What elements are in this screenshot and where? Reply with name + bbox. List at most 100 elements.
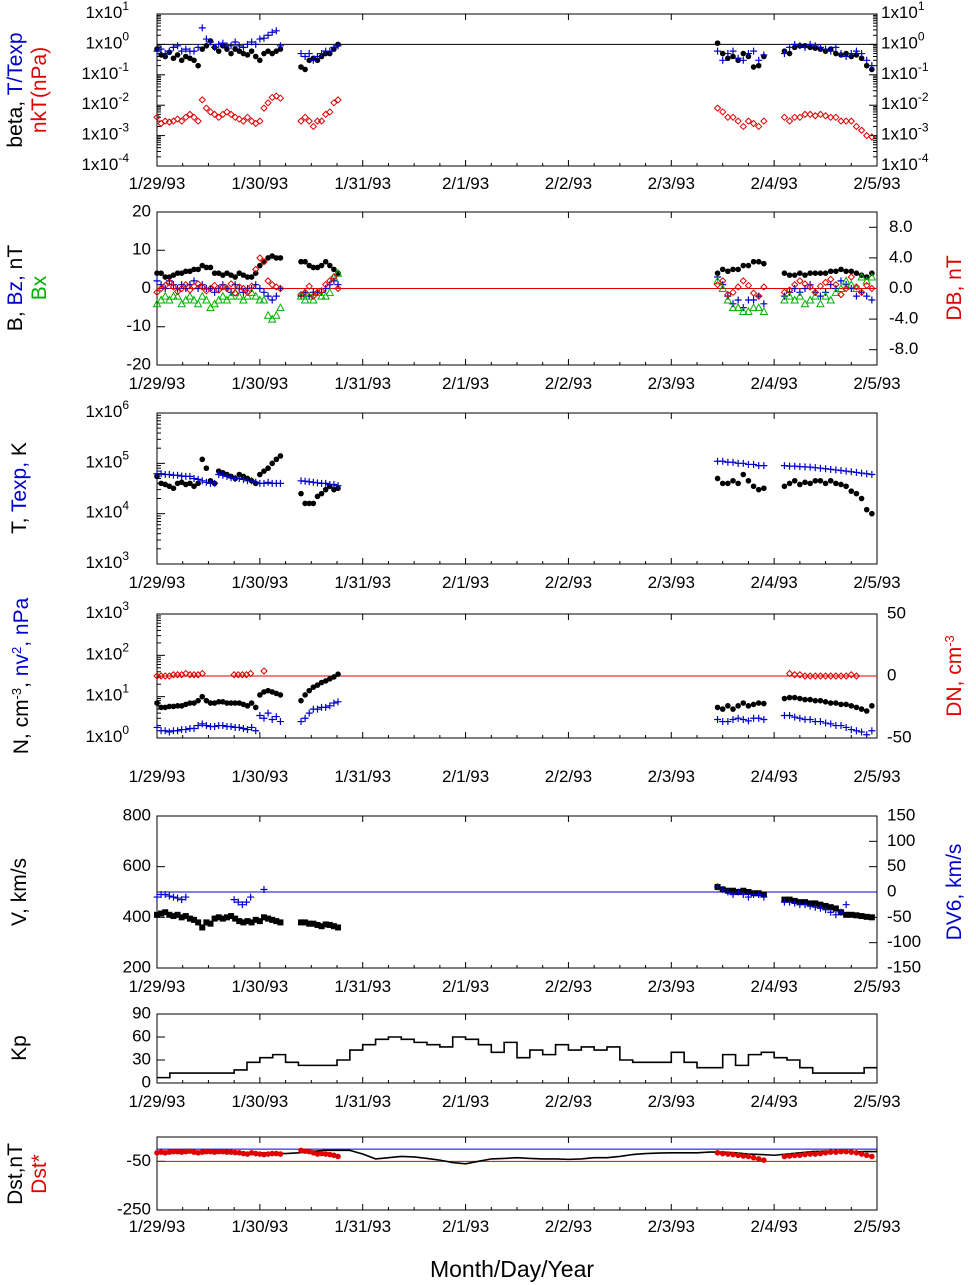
db-point bbox=[272, 283, 281, 291]
dv6-point bbox=[816, 904, 824, 912]
dn-point bbox=[791, 671, 799, 679]
kp-line bbox=[157, 1036, 877, 1079]
t-texp-point bbox=[235, 42, 243, 50]
db-point bbox=[713, 280, 722, 289]
t-texp-point bbox=[791, 40, 799, 48]
v-point bbox=[178, 914, 185, 921]
beta-point bbox=[833, 50, 839, 57]
tick-exponent: 1 bbox=[122, 682, 129, 696]
bx-point bbox=[728, 303, 738, 312]
b-point bbox=[822, 270, 829, 277]
nkt-npa-point bbox=[190, 113, 198, 122]
dv6-point bbox=[791, 899, 799, 907]
b-point bbox=[191, 266, 197, 273]
bx-point bbox=[193, 299, 203, 308]
bfield-right-ticks: 8.0 4.0 0.0 -4.0 -8.0 bbox=[869, 217, 918, 358]
v-point bbox=[199, 924, 206, 931]
bx-point bbox=[857, 272, 866, 281]
nv-point bbox=[322, 703, 330, 711]
n-point bbox=[277, 692, 284, 698]
b-point bbox=[735, 266, 741, 273]
b-point bbox=[740, 262, 747, 269]
bz-point bbox=[264, 292, 272, 300]
t-texp-point bbox=[729, 47, 737, 55]
nv-point bbox=[256, 712, 264, 720]
nkt-npa-point bbox=[256, 117, 264, 125]
t-texp-point bbox=[305, 50, 313, 58]
nv-point bbox=[276, 718, 284, 726]
y-tick-label: 1x101 bbox=[85, 0, 129, 22]
nkt-npa-point bbox=[821, 112, 830, 120]
t-texp-point bbox=[842, 52, 850, 60]
n-point bbox=[244, 703, 251, 709]
texp-point bbox=[863, 470, 871, 478]
y-tick-label: 200 bbox=[123, 957, 151, 976]
n-point bbox=[187, 700, 193, 706]
beta-point bbox=[215, 48, 222, 54]
label-part: nkT(nPa) bbox=[28, 47, 51, 133]
nkt-npa-point bbox=[194, 117, 202, 125]
x-tick-label: 2/1/93 bbox=[442, 374, 489, 393]
t-texp-point bbox=[816, 43, 824, 51]
nkt-npa-point bbox=[857, 126, 866, 134]
x-tick-label: 2/1/93 bbox=[442, 174, 489, 193]
nv-point bbox=[806, 716, 814, 724]
t-point bbox=[277, 453, 284, 459]
x-tick-label: 1/31/93 bbox=[334, 767, 391, 786]
texp-point bbox=[165, 471, 173, 478]
beta-ylabel-2: nkT(nPa) bbox=[28, 47, 51, 133]
dn-point bbox=[260, 667, 268, 675]
bx-point bbox=[826, 295, 836, 304]
n-point bbox=[232, 700, 238, 706]
db-point bbox=[206, 284, 215, 293]
v-point bbox=[219, 915, 226, 922]
label-part: N, cm bbox=[10, 699, 33, 754]
t-point bbox=[740, 471, 747, 478]
dst-point bbox=[827, 1149, 834, 1155]
db-point bbox=[852, 283, 861, 291]
t-texp-point bbox=[297, 50, 305, 58]
n-point bbox=[797, 695, 803, 702]
x-tick-label: 1/30/93 bbox=[231, 174, 288, 193]
tick-exponent: 0 bbox=[918, 30, 925, 44]
nkt-npa-point bbox=[247, 117, 256, 125]
nkt-npa-point bbox=[330, 99, 338, 107]
y-tick-label: 1x102 bbox=[85, 641, 129, 664]
b-point bbox=[781, 270, 788, 277]
y-tick-label: 100 bbox=[887, 831, 915, 850]
nkt-npa-point bbox=[231, 113, 239, 122]
nv-point bbox=[786, 712, 794, 720]
beta-point bbox=[863, 62, 870, 69]
v-point bbox=[170, 913, 177, 920]
bx-point bbox=[214, 295, 224, 304]
nkt-npa-point bbox=[272, 92, 281, 100]
x-tick-label: 2/1/93 bbox=[442, 573, 489, 592]
v-point bbox=[302, 919, 309, 926]
x-tick-label: 1/30/93 bbox=[231, 573, 288, 592]
nkt-npa-point bbox=[837, 117, 845, 125]
bx-point bbox=[218, 291, 228, 300]
y-tick-label: 30 bbox=[132, 1049, 151, 1068]
plot-frame bbox=[156, 1136, 878, 1211]
y-tick-label: -20 bbox=[126, 354, 151, 373]
y-tick-label: 0 bbox=[142, 1072, 151, 1091]
n-point bbox=[848, 703, 855, 709]
dv6-point bbox=[724, 888, 732, 896]
t-texp-point bbox=[806, 40, 814, 48]
db-point bbox=[256, 254, 264, 262]
x-tick-label: 2/3/93 bbox=[648, 174, 695, 193]
db-point bbox=[724, 290, 732, 299]
n-point bbox=[224, 700, 230, 706]
db-point bbox=[749, 289, 758, 297]
tick-mantissa: 1x10 bbox=[881, 95, 918, 114]
dn-point bbox=[806, 672, 814, 680]
bx-point bbox=[202, 295, 211, 304]
db-point bbox=[729, 288, 737, 297]
db-point bbox=[842, 284, 850, 293]
n-point bbox=[170, 703, 177, 710]
temp-ylabel: T, Texp, K bbox=[8, 442, 31, 534]
b-point bbox=[714, 270, 721, 277]
t-texp-point bbox=[248, 38, 256, 46]
t-texp-point bbox=[301, 52, 309, 60]
